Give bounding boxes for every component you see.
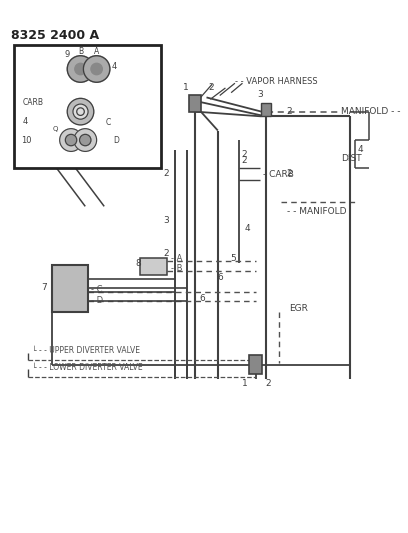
Text: └ - - LOWER DIVERTER VALVE: └ - - LOWER DIVERTER VALVE — [32, 363, 143, 372]
Text: 2: 2 — [286, 169, 292, 177]
Text: B: B — [78, 47, 83, 56]
Text: 4: 4 — [358, 145, 364, 154]
Text: 1: 1 — [242, 379, 247, 388]
Circle shape — [60, 128, 82, 151]
Text: 2: 2 — [242, 156, 247, 165]
Circle shape — [77, 108, 84, 116]
Text: 3: 3 — [258, 90, 264, 99]
Circle shape — [91, 63, 102, 75]
Text: 4: 4 — [112, 62, 117, 71]
Circle shape — [74, 128, 97, 151]
Text: - C: - C — [91, 285, 102, 294]
Text: EGR: EGR — [289, 304, 308, 313]
Circle shape — [83, 56, 110, 82]
Text: - A: - A — [171, 254, 182, 263]
Text: 2: 2 — [265, 379, 271, 388]
Bar — [249, 355, 262, 374]
Text: 4: 4 — [23, 117, 28, 126]
Text: 2: 2 — [242, 150, 247, 159]
Circle shape — [75, 63, 86, 75]
Text: 2: 2 — [286, 107, 292, 116]
Circle shape — [73, 104, 88, 119]
Circle shape — [67, 56, 94, 82]
Text: 8325 2400 A: 8325 2400 A — [11, 29, 100, 42]
Text: 9: 9 — [64, 50, 70, 59]
Text: D: D — [114, 135, 120, 144]
Text: 2: 2 — [208, 84, 214, 92]
Text: 8: 8 — [135, 259, 141, 268]
Text: - B: - B — [171, 264, 182, 273]
Text: MANIFOLD - -: MANIFOLD - - — [341, 107, 401, 116]
Text: DIST: DIST — [341, 155, 361, 164]
Text: - D: - D — [91, 296, 103, 305]
Bar — [14, 45, 161, 168]
Bar — [52, 265, 88, 312]
Text: 10: 10 — [21, 135, 31, 144]
Bar — [189, 94, 201, 111]
Bar — [262, 103, 271, 116]
Text: C: C — [106, 118, 111, 127]
Text: 3: 3 — [163, 216, 169, 225]
Text: 5: 5 — [230, 254, 236, 263]
Bar — [140, 257, 167, 274]
Circle shape — [80, 134, 91, 146]
Text: 6: 6 — [199, 294, 205, 303]
Text: 4: 4 — [244, 224, 250, 232]
Text: 1: 1 — [183, 84, 188, 92]
Text: CARB: CARB — [23, 98, 44, 107]
Text: Q: Q — [52, 126, 58, 132]
Text: - - MANIFOLD: - - MANIFOLD — [287, 207, 346, 215]
Circle shape — [65, 134, 77, 146]
Text: 2: 2 — [163, 169, 169, 177]
Text: 6: 6 — [218, 273, 224, 282]
Text: - CARB: - CARB — [263, 169, 294, 179]
Text: A: A — [94, 47, 99, 56]
Text: └ - - UPPER DIVERTER VALVE: └ - - UPPER DIVERTER VALVE — [32, 346, 140, 355]
Circle shape — [67, 99, 94, 125]
Text: 7: 7 — [42, 284, 47, 292]
Text: 2: 2 — [163, 249, 169, 258]
Text: - - VAPOR HARNESS: - - VAPOR HARNESS — [235, 77, 317, 86]
